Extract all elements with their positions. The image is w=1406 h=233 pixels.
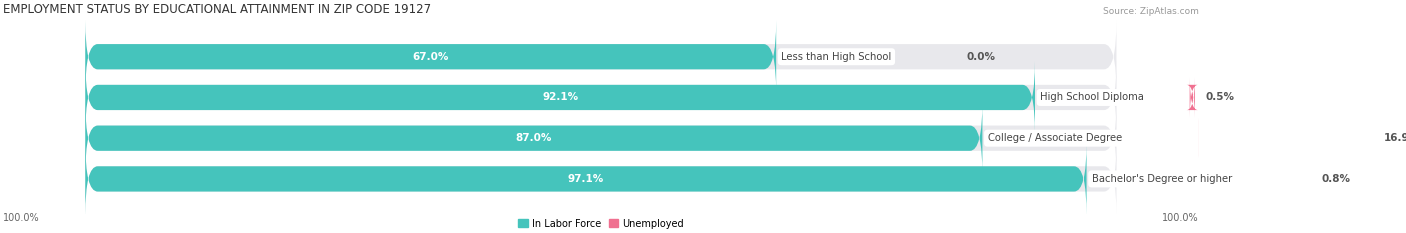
FancyBboxPatch shape xyxy=(86,102,1116,175)
Text: 0.8%: 0.8% xyxy=(1322,174,1351,184)
FancyBboxPatch shape xyxy=(86,143,1116,215)
FancyBboxPatch shape xyxy=(86,61,1116,134)
Text: High School Diploma: High School Diploma xyxy=(1040,93,1144,103)
FancyBboxPatch shape xyxy=(86,61,1035,134)
Legend: In Labor Force, Unemployed: In Labor Force, Unemployed xyxy=(515,215,688,233)
Text: Less than High School: Less than High School xyxy=(782,52,891,62)
Text: 87.0%: 87.0% xyxy=(516,133,553,143)
Text: 16.9%: 16.9% xyxy=(1384,133,1406,143)
FancyBboxPatch shape xyxy=(1303,159,1312,199)
Text: 100.0%: 100.0% xyxy=(1163,213,1199,223)
Text: 0.0%: 0.0% xyxy=(967,52,995,62)
Text: 92.1%: 92.1% xyxy=(543,93,578,103)
Text: EMPLOYMENT STATUS BY EDUCATIONAL ATTAINMENT IN ZIP CODE 19127: EMPLOYMENT STATUS BY EDUCATIONAL ATTAINM… xyxy=(3,3,430,16)
FancyBboxPatch shape xyxy=(86,102,983,175)
Text: 67.0%: 67.0% xyxy=(412,52,449,62)
FancyBboxPatch shape xyxy=(86,21,776,93)
Text: College / Associate Degree: College / Associate Degree xyxy=(987,133,1122,143)
Text: Bachelor's Degree or higher: Bachelor's Degree or higher xyxy=(1091,174,1232,184)
FancyBboxPatch shape xyxy=(86,143,1087,215)
FancyBboxPatch shape xyxy=(1199,118,1374,158)
Text: Source: ZipAtlas.com: Source: ZipAtlas.com xyxy=(1104,7,1199,16)
Text: 0.5%: 0.5% xyxy=(1205,93,1234,103)
FancyBboxPatch shape xyxy=(86,21,1116,93)
FancyBboxPatch shape xyxy=(1187,78,1198,117)
Text: 97.1%: 97.1% xyxy=(568,174,605,184)
Text: 100.0%: 100.0% xyxy=(3,213,39,223)
